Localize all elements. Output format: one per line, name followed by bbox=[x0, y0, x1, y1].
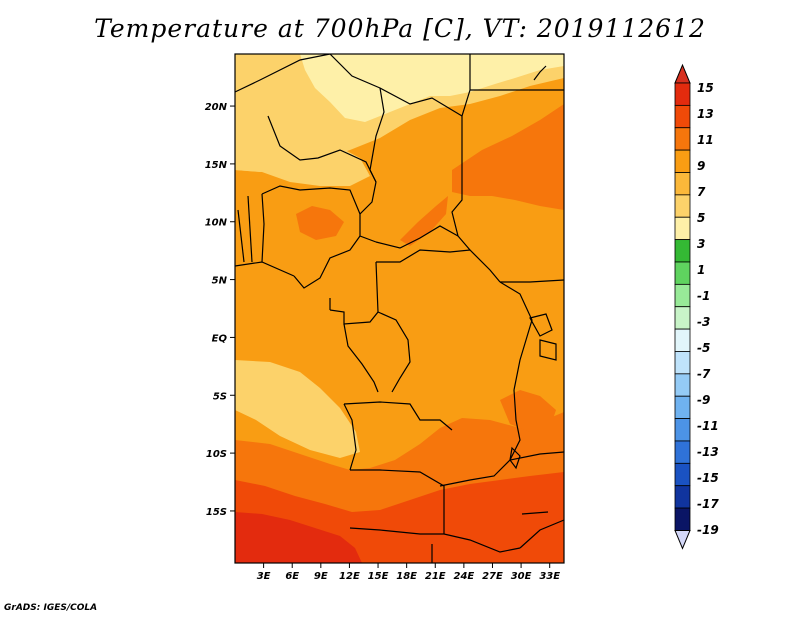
colorbar-swatch bbox=[674, 351, 691, 375]
lon-tick-label: 18E bbox=[396, 571, 417, 582]
colorbar: 15 13 11 9 7 5 3 1 -1 -3 -5 -7 -9 -11 -13 -15 -17 -19 bbox=[674, 63, 719, 550]
colorbar-label: -5 bbox=[697, 341, 710, 355]
northern-saharan-coolest-zone bbox=[300, 54, 564, 122]
colorbar-over-triangle bbox=[674, 63, 691, 84]
colorbar-label: -7 bbox=[697, 367, 711, 381]
colorbar-swatch bbox=[674, 418, 691, 442]
chad-warm-streak bbox=[400, 196, 448, 246]
nigeria-warm-patch bbox=[296, 206, 344, 240]
lat-tick-label: 15N bbox=[205, 160, 228, 171]
map-title: Temperature at 700hPa [C], VT: 201911261… bbox=[94, 14, 706, 43]
lon-tick-label: 30E bbox=[511, 571, 532, 582]
colorbar-swatch bbox=[674, 373, 691, 397]
latitude-axis: 20N 15N 10N 5N EQ 5S 10S 15S bbox=[205, 102, 235, 518]
colorbar-label: -13 bbox=[697, 445, 719, 459]
colorbar-swatch bbox=[674, 440, 691, 464]
sahel-warm-band bbox=[235, 116, 370, 186]
country-borders bbox=[235, 54, 564, 563]
colorbar-under-triangle bbox=[674, 529, 691, 550]
colorbar-swatch bbox=[674, 306, 691, 330]
lat-tick-label: 20N bbox=[205, 102, 228, 113]
colorbar-label: -19 bbox=[697, 523, 719, 537]
colorbar-label: 9 bbox=[697, 159, 705, 173]
colorbar-swatch bbox=[674, 104, 691, 129]
lat-tick-label: 15S bbox=[206, 507, 227, 518]
colorbar-label: 3 bbox=[697, 237, 705, 251]
lon-tick-label: 21E bbox=[425, 571, 446, 582]
lon-tick-label: 3E bbox=[257, 571, 271, 582]
colorbar-label: -9 bbox=[697, 393, 710, 407]
colorbar-swatch bbox=[674, 507, 691, 531]
rift-warm-patch bbox=[500, 390, 556, 432]
lat-tick-label: 10S bbox=[206, 449, 227, 460]
lat-tick-label: 5N bbox=[212, 276, 228, 287]
colorbar-swatch bbox=[674, 283, 691, 308]
lon-tick-label: 15E bbox=[368, 571, 389, 582]
lat-tick-label: 5S bbox=[213, 391, 227, 402]
colorbar-label: 7 bbox=[697, 185, 706, 199]
colorbar-label: -17 bbox=[697, 497, 719, 511]
colorbar-label: -15 bbox=[697, 471, 719, 485]
colorbar-swatch bbox=[674, 194, 691, 218]
lon-tick-label: 9E bbox=[314, 571, 328, 582]
colorbar-swatch bbox=[674, 82, 691, 106]
colorbar-swatch bbox=[674, 127, 691, 151]
lon-tick-label: 24E bbox=[453, 571, 474, 582]
grads-credit: GrADS: IGES/COLA bbox=[4, 603, 98, 613]
lon-tick-label: 27E bbox=[482, 571, 503, 582]
colorbar-swatch bbox=[674, 149, 691, 173]
lon-tick-label: 12E bbox=[339, 571, 360, 582]
colorbar-label: -11 bbox=[697, 419, 719, 433]
colorbar-label: 15 bbox=[697, 81, 714, 95]
colorbar-swatch bbox=[674, 395, 691, 419]
lat-tick-label: EQ bbox=[212, 333, 228, 344]
colorbar-swatch bbox=[674, 462, 691, 487]
map-frame bbox=[234, 53, 565, 564]
colorbar-swatch bbox=[674, 485, 691, 509]
east-sahel-warmer bbox=[452, 104, 564, 210]
colorbar-label: 13 bbox=[697, 107, 714, 121]
far-southwest-hot-zone bbox=[235, 512, 362, 563]
lon-tick-label: 33E bbox=[539, 571, 560, 582]
longitude-axis: 3E 6E 9E 12E 15E 18E 21E 24E 27E 30E 33E bbox=[257, 563, 560, 582]
colorbar-swatch bbox=[674, 328, 691, 352]
colorbar-swatch bbox=[674, 261, 691, 285]
colorbar-label: 11 bbox=[697, 133, 714, 147]
colorbar-label: -3 bbox=[697, 315, 710, 329]
colorbar-label: -1 bbox=[697, 289, 710, 303]
colorbar-label: 5 bbox=[697, 211, 705, 225]
colorbar-label: 1 bbox=[697, 263, 705, 277]
angola-coast-cool-band bbox=[235, 360, 360, 458]
lon-tick-label: 6E bbox=[285, 571, 299, 582]
colorbar-swatch bbox=[674, 239, 691, 263]
lat-tick-label: 10N bbox=[205, 218, 228, 229]
colorbar-swatch bbox=[674, 172, 691, 196]
map-panel bbox=[235, 54, 564, 563]
colorbar-swatch bbox=[674, 216, 691, 241]
